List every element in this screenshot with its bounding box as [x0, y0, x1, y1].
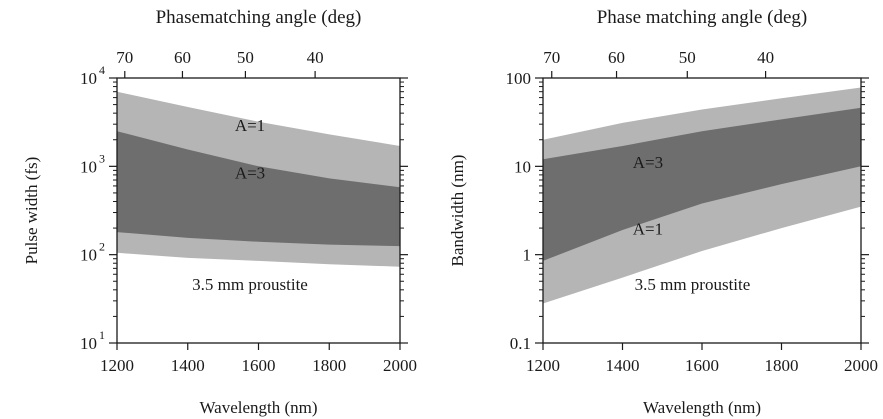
y-tick-label: 10 — [80, 246, 97, 265]
y-tick-exponent: 2 — [99, 240, 105, 254]
top-tick-label: 70 — [543, 48, 560, 67]
y-axis-label: Pulse width (fs) — [22, 157, 41, 265]
x-tick-label: 1200 — [100, 356, 134, 375]
top-axis-label: Phase matching angle (deg) — [597, 7, 808, 28]
y-tick-label: 100 — [506, 69, 532, 88]
top-tick-label: 70 — [116, 48, 133, 67]
y-tick-label: 1 — [523, 246, 532, 265]
x-tick-label: 1400 — [606, 356, 640, 375]
material-annotation: 3.5 mm proustite — [635, 275, 751, 294]
x-tick-label: 1800 — [765, 356, 799, 375]
x-tick-label: 1600 — [242, 356, 276, 375]
x-tick-label: 2000 — [383, 356, 417, 375]
y-tick-label: 10 — [514, 157, 531, 176]
x-axis-label: Wavelength (nm) — [643, 398, 761, 417]
series-label-a3: A=3 — [633, 153, 663, 172]
y-tick-exponent: 4 — [99, 63, 105, 77]
x-tick-label: 1600 — [685, 356, 719, 375]
top-axis-label: Phasematching angle (deg) — [156, 7, 362, 28]
top-tick-label: 50 — [237, 48, 254, 67]
tick-group: 1200 1400 1600 1800 2000 70 60 50 40 0.1 1 10 100 — [506, 48, 879, 375]
top-tick-label: 50 — [679, 48, 696, 67]
y-tick-exponent: 3 — [99, 151, 105, 165]
band-a3 — [543, 107, 861, 261]
x-tick-label: 1200 — [526, 356, 560, 375]
x-tick-label: 2000 — [844, 356, 878, 375]
band-group — [117, 91, 400, 267]
top-tick-label: 60 — [608, 48, 625, 67]
y-axis-label: Bandwidth (nm) — [448, 155, 467, 267]
y-tick-label: 10 — [80, 334, 97, 353]
top-tick-label: 60 — [174, 48, 191, 67]
series-label-a1: A=1 — [633, 219, 663, 238]
y-tick-label: 10 — [80, 69, 97, 88]
x-tick-label: 1400 — [171, 356, 205, 375]
top-tick-label: 40 — [307, 48, 324, 67]
y-tick-exponent: 1 — [99, 328, 105, 342]
series-label-a3: A=3 — [235, 164, 265, 183]
x-axis-label: Wavelength (nm) — [199, 398, 317, 417]
top-tick-label: 40 — [757, 48, 774, 67]
series-label-a1: A=1 — [235, 116, 265, 135]
band-a3 — [117, 131, 400, 247]
bandwidth-chart: 1200 1400 1600 1800 2000 70 60 50 40 0.1 1 10 100 Ph… — [448, 7, 878, 417]
material-annotation: 3.5 mm proustite — [192, 275, 308, 294]
band-group — [543, 87, 861, 304]
y-tick-label: 0.1 — [510, 334, 531, 353]
x-tick-label: 1800 — [312, 356, 346, 375]
y-tick-label: 10 — [80, 157, 97, 176]
